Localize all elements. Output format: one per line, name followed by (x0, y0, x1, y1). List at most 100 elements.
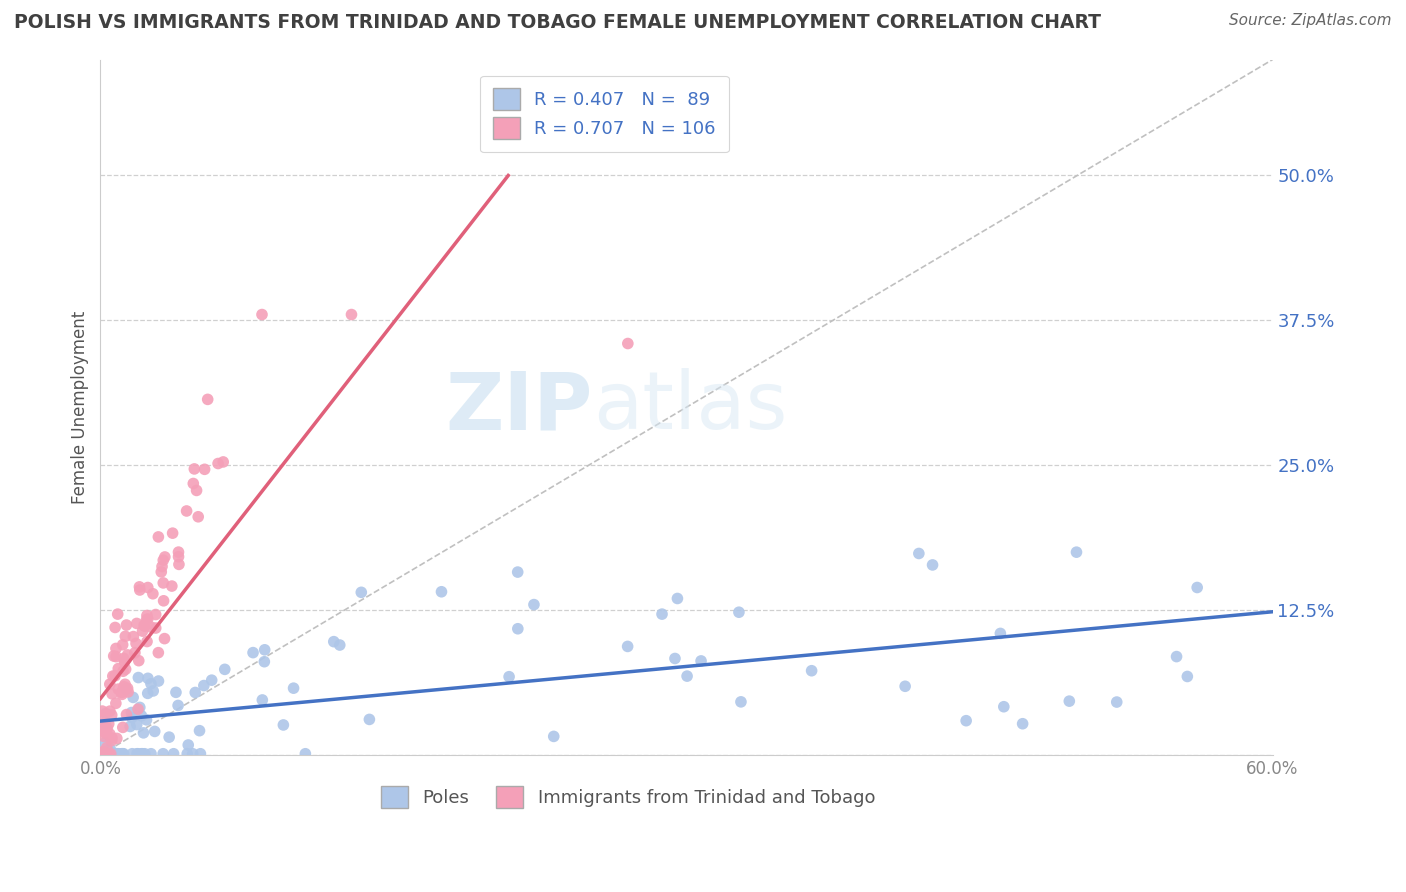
Point (105, 649, 128, 664)
Point (104, 669, 127, 683)
Point (121, 747, 143, 761)
Point (94, 716, 117, 731)
Point (121, 710, 143, 724)
Point (150, 559, 173, 574)
Point (1066, 545, 1088, 559)
Point (152, 747, 174, 761)
Point (94, 747, 117, 761)
Point (114, 655, 136, 669)
Point (167, 545, 190, 559)
Point (128, 700, 150, 714)
Point (498, 670, 520, 684)
Point (242, 646, 264, 660)
Point (135, 613, 157, 627)
Point (96, 740, 118, 755)
Point (800, 664, 823, 678)
Point (94, 706, 117, 721)
Point (132, 726, 155, 740)
Point (136, 581, 159, 595)
Point (252, 693, 274, 707)
Point (128, 582, 150, 597)
Point (110, 685, 132, 699)
Point (125, 717, 148, 731)
Text: POLISH VS IMMIGRANTS FROM TRINIDAD AND TOBAGO FEMALE UNEMPLOYMENT CORRELATION CH: POLISH VS IMMIGRANTS FROM TRINIDAD AND T… (14, 13, 1101, 32)
Point (91, 708, 114, 723)
Point (96, 722, 118, 736)
Point (112, 747, 135, 761)
Point (91, 745, 114, 759)
Point (91, 704, 114, 718)
Point (107, 662, 129, 676)
Point (107, 747, 129, 761)
Point (139, 676, 162, 690)
Point (152, 553, 174, 567)
Point (96, 747, 118, 761)
Point (340, 308, 363, 322)
Point (104, 641, 127, 656)
Point (136, 671, 159, 685)
Point (124, 646, 146, 660)
Point (103, 648, 125, 663)
Point (177, 738, 200, 752)
Point (111, 747, 134, 761)
Point (506, 622, 529, 636)
Point (93, 747, 115, 761)
Point (1166, 649, 1188, 664)
Point (176, 504, 198, 518)
Point (117, 685, 139, 699)
Point (152, 576, 174, 591)
Point (506, 565, 529, 579)
Point (690, 654, 713, 668)
Point (181, 476, 204, 491)
Point (153, 632, 176, 646)
Point (105, 747, 128, 761)
Point (152, 594, 174, 608)
Point (294, 747, 316, 761)
Point (96, 747, 118, 761)
Point (329, 638, 352, 652)
Point (101, 731, 124, 745)
Point (728, 605, 751, 619)
Point (115, 618, 138, 632)
Point (167, 549, 190, 564)
Point (523, 598, 546, 612)
Point (142, 587, 165, 601)
Point (125, 616, 148, 631)
Point (100, 733, 122, 747)
Point (93, 747, 115, 761)
Point (111, 747, 134, 761)
Point (97, 747, 120, 761)
Point (651, 607, 673, 621)
Point (139, 620, 162, 634)
Point (103, 747, 125, 761)
Point (162, 526, 184, 541)
Point (98, 727, 121, 741)
Point (616, 640, 638, 654)
Point (908, 546, 931, 560)
Point (91, 747, 114, 761)
Point (207, 457, 229, 471)
Point (127, 747, 149, 761)
Point (94, 726, 117, 740)
Point (253, 655, 276, 669)
Point (128, 580, 150, 594)
Point (93, 730, 115, 744)
Point (134, 618, 156, 632)
Point (111, 638, 134, 652)
Point (105, 731, 128, 746)
Point (104, 696, 127, 710)
Point (91, 723, 114, 738)
Point (136, 686, 159, 700)
Point (115, 682, 138, 697)
Point (190, 747, 212, 761)
Point (100, 747, 122, 761)
Point (145, 621, 167, 635)
Point (101, 687, 124, 701)
Point (148, 646, 170, 660)
Y-axis label: Female Unemployment: Female Unemployment (72, 310, 89, 504)
Point (181, 747, 204, 761)
Point (93, 723, 115, 738)
Point (98, 741, 121, 756)
Point (115, 707, 138, 722)
Point (93, 716, 115, 731)
